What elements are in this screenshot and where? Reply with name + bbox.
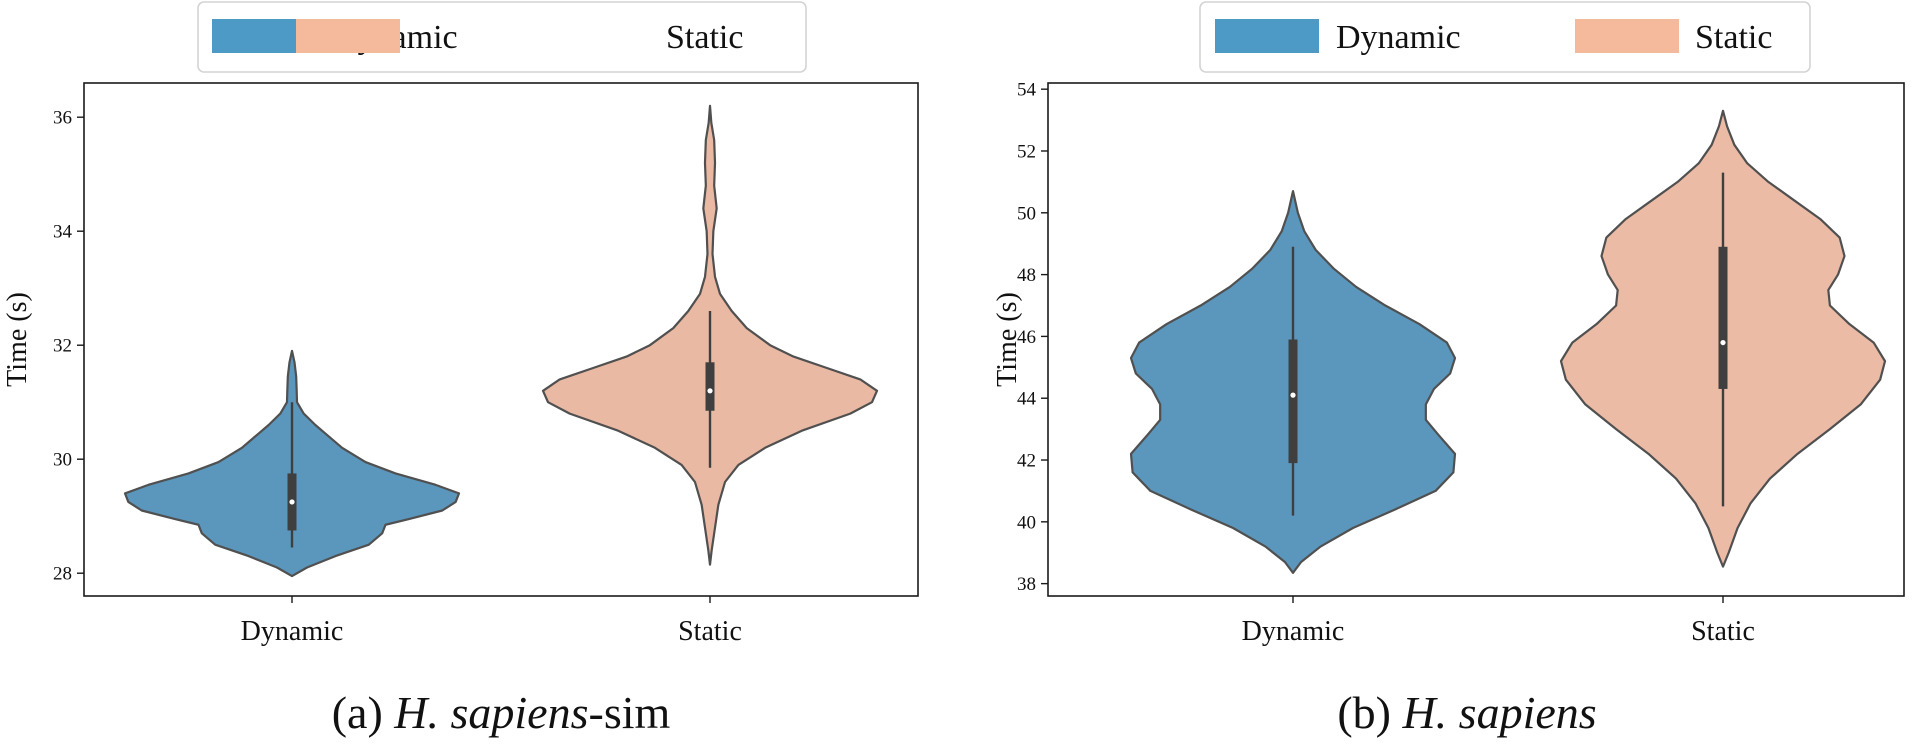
y-tick-label: 38 bbox=[1017, 574, 1036, 595]
y-tick-label: 48 bbox=[1017, 265, 1036, 286]
legend-swatch-static bbox=[296, 19, 400, 53]
iqr-box-static bbox=[705, 362, 715, 411]
chart-panel-a: DynamicStatic2830323436DynamicStaticTime… bbox=[2, 1, 919, 738]
iqr-box-static bbox=[1718, 246, 1728, 389]
y-tick-label: 28 bbox=[53, 564, 72, 585]
legend-swatch-dynamic bbox=[1215, 19, 1319, 53]
chart-panel-b: Dynamic Static 38 40 42 44 46 48 50 52 54 Dynamic St… bbox=[992, 1, 1905, 738]
panel-caption: (b) H. sapiens bbox=[1337, 687, 1596, 738]
y-tick-label: 36 bbox=[53, 108, 72, 129]
x-tick-label-dynamic: Dynamic bbox=[1242, 616, 1345, 647]
x-tick-label-static: Static bbox=[1691, 616, 1755, 647]
caption-suffix: -sim bbox=[589, 687, 671, 738]
violin-static bbox=[1559, 109, 1887, 568]
x-axis: Dynamic Static bbox=[241, 596, 742, 647]
legend-label-dynamic: Dynamic bbox=[1336, 19, 1461, 56]
x-tick-label-dynamic: Dynamic bbox=[241, 616, 344, 647]
y-axis-title: Time (s) bbox=[992, 292, 1023, 387]
median-point-static bbox=[707, 388, 713, 394]
violin-static bbox=[541, 104, 879, 566]
caption-prefix: (a) bbox=[332, 687, 395, 738]
plot-frame bbox=[83, 82, 919, 597]
legend: Dynamic Static bbox=[1199, 1, 1811, 73]
y-axis: 28 30 32 34 36 bbox=[53, 108, 84, 585]
y-tick-label: 44 bbox=[1017, 389, 1037, 410]
plot-frame bbox=[1047, 82, 1905, 597]
y-tick-label: 50 bbox=[1017, 203, 1036, 224]
y-tick-label: 34 bbox=[53, 222, 73, 243]
y-tick-label: 46 bbox=[1017, 327, 1036, 348]
y-tick-label: 52 bbox=[1017, 141, 1036, 162]
caption-italic: H. sapiens bbox=[1401, 687, 1596, 738]
caption-prefix: (b) bbox=[1337, 687, 1402, 738]
x-axis: Dynamic Static bbox=[1242, 596, 1755, 647]
panel-caption: (a) H. sapiens-sim bbox=[332, 687, 671, 738]
legend-swatch-static bbox=[1575, 19, 1679, 53]
y-tick-label: 32 bbox=[53, 336, 72, 357]
y-tick-label: 30 bbox=[53, 450, 72, 471]
median-point-static bbox=[1720, 339, 1726, 346]
legend-label-static: Static bbox=[666, 19, 743, 56]
x-tick-label-static: Static bbox=[678, 616, 742, 647]
median-point-dynamic bbox=[289, 499, 295, 505]
violin-dynamic bbox=[123, 349, 461, 578]
y-axis-title: Time (s) bbox=[2, 292, 33, 387]
iqr-box-dynamic bbox=[1288, 339, 1298, 464]
y-tick-label: 54 bbox=[1017, 80, 1037, 101]
violin-dynamic bbox=[1129, 190, 1457, 574]
legend-label-static: Static bbox=[1695, 19, 1772, 56]
median-point-dynamic bbox=[1290, 392, 1296, 398]
caption-italic: H. sapiens bbox=[393, 687, 588, 738]
y-axis: 38 40 42 44 46 48 50 52 54 bbox=[1017, 80, 1048, 595]
y-tick-label: 40 bbox=[1017, 512, 1036, 533]
y-tick-label: 42 bbox=[1017, 451, 1036, 472]
